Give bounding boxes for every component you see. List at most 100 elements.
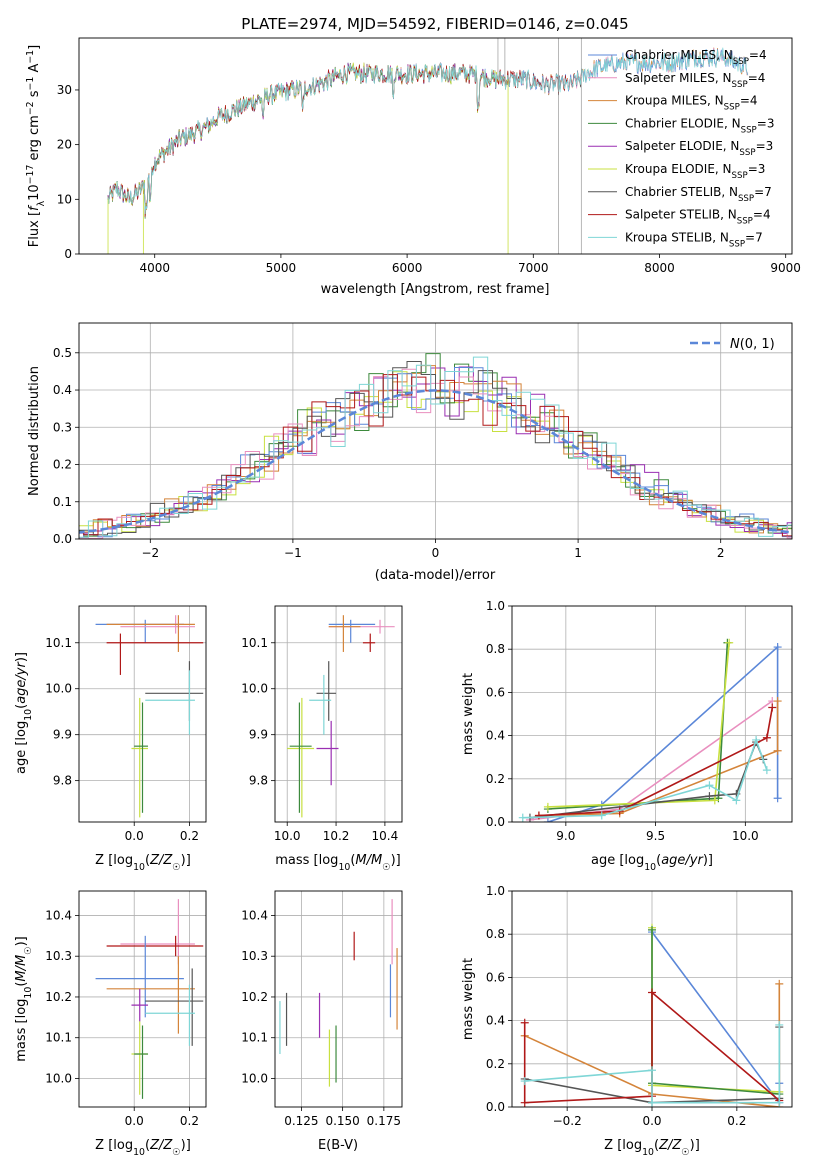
legend-entry: Salpeter ELODIE, NSSP=3 [625,139,773,158]
weight-marker [775,1020,784,1029]
y-tick-label: 0 [64,247,72,261]
y-axis-label: Normed distribution [27,366,42,496]
axes-frame [511,605,793,823]
legend: Chabrier MILES, NSSP=4 Salpeter MILES, NS… [588,48,774,249]
x-tick-label: 0 [432,546,440,560]
weight-marker [648,988,656,997]
plot-area [518,638,782,822]
x-axis-label: E(B-V) [318,1138,358,1153]
y-tick-label: 10.1 [241,636,268,650]
weight-marker [768,703,777,712]
y-tick-label: 10.2 [241,990,268,1004]
weight-line [547,642,729,810]
x-tick-label: 0.0 [642,1114,661,1128]
y-tick-label: 0.4 [486,729,505,743]
y-tick-label: 9.8 [249,774,268,788]
histogram-step [79,361,792,539]
x-axis-label: Z [log10(Z/Z☉)] [604,1138,700,1158]
y-tick-label: 0.2 [486,772,505,786]
weight-marker [518,813,527,822]
y-tick-label: 0.2 [486,1057,505,1071]
weight-line [651,931,781,1106]
legend-entry: Salpeter STELIB, NSSP=4 [625,208,771,227]
spectrum-line [107,62,509,217]
weight-marker [732,796,741,805]
y-tick-label: 9.9 [53,728,72,742]
weight-marker [773,643,782,652]
y-tick-label: 10.3 [45,949,72,963]
x-tick-label: 0.0 [125,1114,144,1128]
spectrum-line [107,62,509,215]
x-tick-label: 6000 [392,261,423,275]
y-tick-label: 10.1 [45,636,72,650]
legend-entry: Kroupa ELODIE, NSSP=3 [625,162,765,181]
spectrum-line [107,47,749,215]
y-tick-label: 10 [57,192,72,206]
x-axis-label: Z [log10(Z/Z☉)] [95,853,191,873]
axes-frame [78,37,793,255]
x-tick-label: −1 [284,546,302,560]
legend-entry: Chabrier STELIB, NSSP=7 [625,185,772,204]
y-tick-label: 30 [57,83,72,97]
legend-entry: N(0, 1) [730,337,775,352]
y-tick-label: 0.1 [53,495,72,509]
y-tick-label: 0.8 [486,642,505,656]
x-tick-label: 9.0 [556,829,575,843]
legend-entry: Salpeter MILES, NSSP=4 [625,71,765,90]
axes-frame [78,322,793,540]
x-tick-label: 10.0 [274,829,301,843]
x-tick-label: 4000 [139,261,170,275]
chart-mass-vs-EBV: 0.125 0.150 0.175 10.0 10.1 10.2 10.3 10.4 E(B-V… [241,890,403,1153]
legend-entry: Chabrier ELODIE, NSSP=3 [625,116,774,135]
x-tick-label: 0.2 [180,829,199,843]
weight-line [651,927,780,1093]
weight-marker [648,925,656,934]
spectrum-line [107,62,509,219]
y-tick-label: 10.4 [45,908,72,922]
legend-entry: Kroupa MILES, NSSP=4 [625,94,758,113]
x-axis-label: mass [log10(M/M☉)] [275,853,401,873]
spectrum-line [107,63,582,217]
y-tick-label: 10.4 [241,908,268,922]
y-tick-label: 0.8 [486,927,505,941]
weight-marker [520,1018,529,1027]
chart-age-vs-mass: 10.0 10.2 10.4 9.8 9.9 10.0 10.1 mass [log10(M/… [241,605,403,873]
y-tick-label: 20 [57,138,72,152]
y-tick-label: 9.9 [249,728,268,742]
weight-line [538,707,774,817]
chart-mass-weight-vs-age: 9.0 9.5 10.0 0.0 0.2 0.4 0.6 0.8 1.0 age [log10(a… [461,599,793,873]
y-tick-label: 10.1 [45,1031,72,1045]
x-tick-label: 10.0 [732,829,759,843]
x-tick-label: 0.175 [367,1114,401,1128]
y-tick-label: 0.4 [53,383,72,397]
plot-area [520,923,784,1107]
x-tick-label: 9000 [770,261,801,275]
y-tick-label: 0.6 [486,685,505,699]
legend-entry: Kroupa STELIB, NSSP=7 [625,230,763,249]
plot-area [95,899,204,1099]
weight-marker [534,811,543,820]
y-tick-label: 10.0 [45,682,72,696]
x-tick-label: 5000 [266,261,297,275]
x-tick-label: −2 [141,546,159,560]
legend-entry: Chabrier MILES, NSSP=4 [625,48,767,67]
weight-marker [752,735,761,744]
weight-marker [762,766,771,775]
y-tick-label: 0.2 [53,458,72,472]
x-axis-label: age [log10(age/yr)] [591,853,713,873]
weight-line [547,642,730,808]
weight-marker [520,1077,529,1086]
y-tick-label: 0.4 [486,1014,505,1028]
weight-marker [773,697,782,706]
y-tick-label: 10.0 [45,1071,72,1085]
chart-age-vs-Z: 0.0 0.2 9.8 9.9 10.0 10.1 Z [log10(Z/Z☉)] age [… [14,605,207,873]
weight-marker [543,818,552,822]
normal-curve [79,389,792,534]
axes-frame [274,605,403,823]
axes-frame [274,890,403,1108]
plot-area [107,38,749,254]
y-tick-label: 0.5 [53,346,72,360]
x-axis-label: (data-model)/error [375,568,496,583]
axes-frame [78,890,207,1108]
x-tick-label: −0.2 [553,1114,582,1128]
